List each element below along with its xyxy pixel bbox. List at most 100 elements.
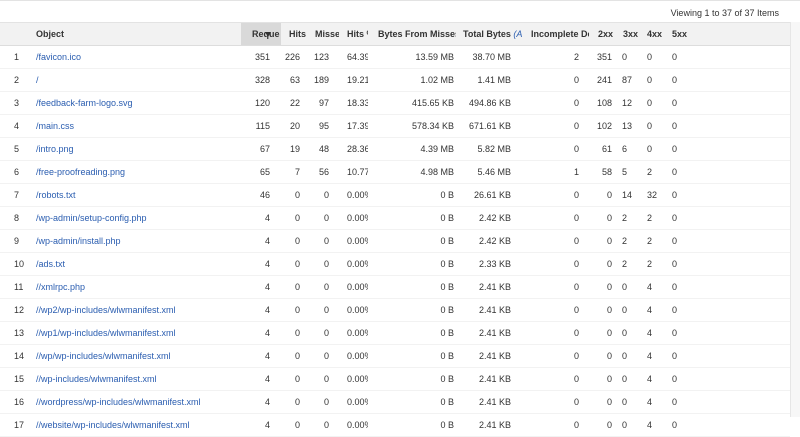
hits-value: 22: [289, 98, 300, 108]
object-link[interactable]: //wp/wp-includes/wlwmanifest.xml: [36, 351, 171, 361]
grid-toolbar: Viewing 1 to 37 of 37 Items: [0, 0, 800, 23]
object-link[interactable]: /ads.txt: [36, 259, 66, 269]
object-link[interactable]: /wp-admin/setup-config.php: [36, 213, 147, 223]
table-row[interactable]: 17 //website/wp-includes/wlwmanifest.xml 4…: [0, 414, 790, 437]
row-index: 10: [14, 259, 25, 269]
table-row[interactable]: 7/robots.txt 46 0 0 0.00% 0 B 26.61 KB 0 0 14 32 0: [0, 184, 790, 207]
status-5xx-value: 0: [672, 420, 678, 430]
status-4xx-value: 0: [647, 121, 653, 131]
hits-value: 0: [294, 259, 300, 269]
requests-value: 4: [264, 236, 270, 246]
column-header-3xx[interactable]: 3xx: [623, 29, 639, 39]
status-2xx-value: 0: [606, 282, 612, 292]
incomplete-value: 0: [573, 75, 579, 85]
table-row[interactable]: 1/favicon.ico 351 226 123 64.39 13.59 MB 38.70…: [0, 46, 790, 69]
hit-percent-value: 10.77: [347, 167, 368, 177]
requests-value: 4: [264, 420, 270, 430]
column-header-hit-percent[interactable]: Hits %: [347, 29, 368, 39]
object-link[interactable]: /intro.png: [36, 144, 74, 154]
bytes-from-misses-value: 0 B: [440, 351, 454, 361]
sort-descending-icon[interactable]: [265, 32, 271, 37]
column-header-bytes-from-misses[interactable]: Bytes From Misses: [378, 29, 456, 39]
hits-value: 19: [289, 144, 300, 154]
status-3xx-value: 2: [622, 213, 628, 223]
total-bytes-value: 2.42 KB: [478, 236, 511, 246]
incomplete-value: 0: [573, 144, 579, 154]
table-row[interactable]: 15//wp-includes/wlwmanifest.xml4000.00%0…: [0, 368, 790, 391]
object-link[interactable]: /favicon.ico: [36, 52, 82, 62]
table-row[interactable]: 8/wp-admin/setup-config.php 4 0 0 0.00% 0 B 2.…: [0, 207, 790, 230]
column-header-incomplete[interactable]: Incomplete Do: [531, 29, 589, 39]
status-5xx-value: 0: [672, 305, 678, 315]
table-row[interactable]: 12//wp2/wp-includes/wlwmanifest.xml 4 0 0 0.…: [0, 299, 790, 322]
incomplete-value: 0: [573, 98, 579, 108]
hit-percent-value: 0.00%: [347, 397, 368, 407]
table-row[interactable]: 5/intro.png 67 19 48 28.36 4.39 MB 5.82 MB 0 61 6…: [0, 138, 790, 161]
total-bytes-value: 2.41 KB: [478, 282, 511, 292]
incomplete-value: 0: [573, 397, 579, 407]
incomplete-value: 2: [573, 52, 579, 62]
hits-value: 0: [294, 374, 300, 384]
hits-value: 0: [294, 190, 300, 200]
table-row[interactable]: 4/main.css 115 20 95 17.39 578.34 KB 671.61 KB…: [0, 115, 790, 138]
incomplete-value: 0: [573, 213, 579, 223]
object-link[interactable]: //wp1/wp-includes/wlwmanifest.xml: [36, 328, 176, 338]
object-link[interactable]: //wp-includes/wlwmanifest.xml: [36, 374, 157, 384]
status-5xx-value: 0: [672, 259, 678, 269]
requests-value: 65: [259, 167, 270, 177]
requests-value: 351: [254, 52, 270, 62]
status-3xx-value: 2: [622, 236, 628, 246]
status-4xx-value: 4: [647, 351, 653, 361]
object-link[interactable]: //wordpress/wp-includes/wlwmanifest.xml: [36, 397, 201, 407]
table-row[interactable]: 13//wp1/wp-includes/wlwmanifest.xml 4 0 0 0.…: [0, 322, 790, 345]
object-link[interactable]: /robots.txt: [36, 190, 76, 200]
row-index: 7: [14, 190, 20, 200]
column-header-5xx[interactable]: 5xx: [672, 29, 688, 39]
column-header-object[interactable]: Object: [36, 29, 65, 39]
table-row[interactable]: 14//wp/wp-includes/wlwmanifest.xml 4 0 0 0.0…: [0, 345, 790, 368]
vertical-scrollbar[interactable]: [790, 22, 800, 417]
table-row[interactable]: 3/feedback-farm-logo.svg 120 22 97 18.33 415.…: [0, 92, 790, 115]
table-row[interactable]: 2 / 328 63 189 19.21 1.02 MB 1.41 MB 0 241 87 0 0: [0, 69, 790, 92]
status-3xx-value: 0: [622, 374, 628, 384]
total-bytes-value: 5.82 MB: [477, 144, 511, 154]
status-3xx-value: 87: [622, 75, 632, 85]
object-link[interactable]: /: [36, 75, 39, 85]
object-link[interactable]: //website/wp-includes/wlwmanifest.xml: [36, 420, 190, 430]
total-bytes-unit: (A: [513, 29, 523, 39]
object-link[interactable]: /wp-admin/install.php: [36, 236, 121, 246]
status-2xx-value: 102: [596, 121, 612, 131]
status-5xx-value: 0: [672, 167, 678, 177]
column-header-2xx[interactable]: 2xx: [598, 29, 614, 39]
incomplete-value: 0: [573, 259, 579, 269]
column-header-4xx[interactable]: 4xx: [647, 29, 663, 39]
object-link[interactable]: /feedback-farm-logo.svg: [36, 98, 133, 108]
bytes-from-misses-value: 4.98 MB: [420, 167, 454, 177]
bytes-from-misses-value: 0 B: [440, 190, 454, 200]
object-link[interactable]: //xmlrpc.php: [36, 282, 86, 292]
object-link[interactable]: //wp2/wp-includes/wlwmanifest.xml: [36, 305, 176, 315]
misses-value: 0: [323, 328, 329, 338]
requests-value: 4: [264, 213, 270, 223]
requests-value: 4: [264, 259, 270, 269]
column-header-misses[interactable]: Misse: [315, 29, 339, 39]
incomplete-value: 0: [573, 121, 579, 131]
column-header-hits[interactable]: Hits: [289, 29, 307, 39]
status-5xx-value: 0: [672, 52, 678, 62]
status-2xx-value: 0: [606, 190, 612, 200]
incomplete-value: 0: [573, 282, 579, 292]
table-row[interactable]: 9/wp-admin/install.php 4 0 0 0.00% 0 B 2.42 KB…: [0, 230, 790, 253]
misses-value: 48: [318, 144, 329, 154]
status-2xx-value: 241: [596, 75, 612, 85]
total-bytes-value: 2.41 KB: [478, 397, 511, 407]
status-2xx-value: 0: [606, 374, 612, 384]
column-header-total-bytes[interactable]: Total Bytes (A: [463, 29, 523, 39]
table-row[interactable]: 16 //wordpress/wp-includes/wlwmanifest.xm…: [0, 391, 790, 414]
requests-value: 4: [264, 328, 270, 338]
object-link[interactable]: /free-proofreading.png: [36, 167, 126, 177]
table-row[interactable]: 6/free-proofreading.png 65 7 56 10.77 4.98 MB…: [0, 161, 790, 184]
bytes-from-misses-value: 1.02 MB: [420, 75, 454, 85]
object-link[interactable]: /main.css: [36, 121, 75, 131]
